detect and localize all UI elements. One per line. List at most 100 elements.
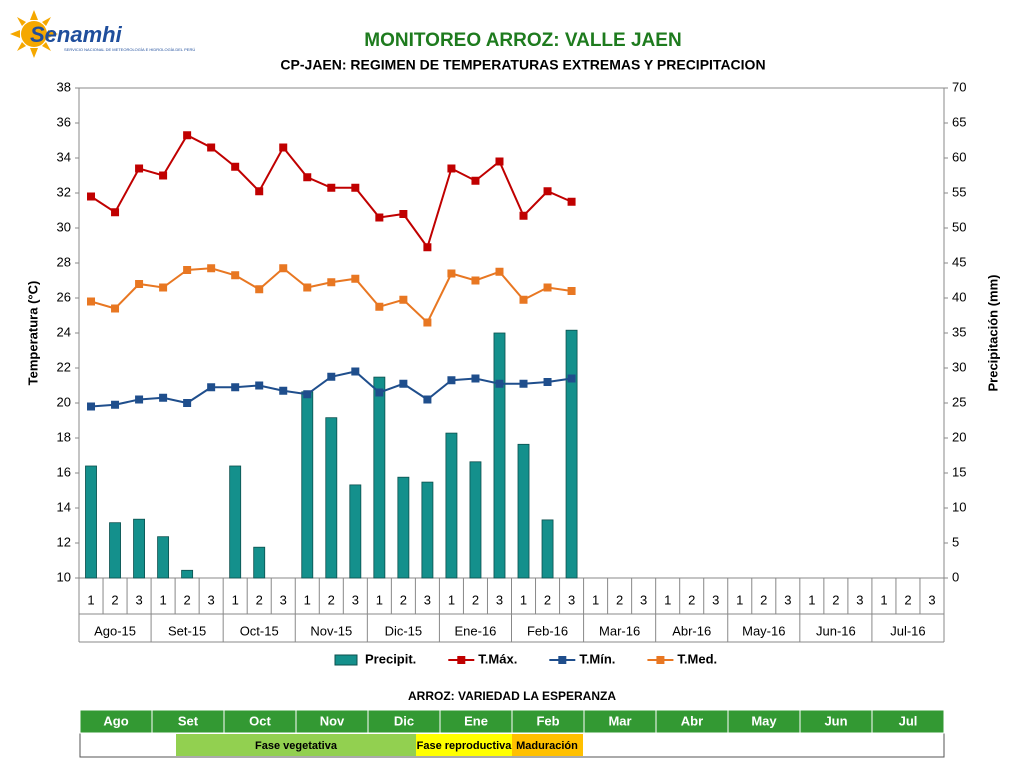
marker bbox=[111, 208, 120, 217]
phase-cell bbox=[512, 734, 583, 756]
x-group-label: Set-15 bbox=[168, 623, 206, 638]
x-tick-label: 2 bbox=[400, 592, 407, 607]
y2-tick-label: 10 bbox=[952, 499, 966, 514]
marker bbox=[135, 280, 144, 288]
y-tick-label: 28 bbox=[57, 254, 71, 269]
bar bbox=[349, 484, 362, 579]
marker bbox=[375, 388, 384, 397]
legend-swatch bbox=[457, 656, 466, 664]
marker bbox=[495, 267, 504, 276]
legend-label: T.Máx. bbox=[478, 651, 517, 666]
legend-swatch bbox=[558, 656, 567, 664]
marker bbox=[303, 283, 312, 292]
y-tick-label: 38 bbox=[57, 79, 71, 94]
y-tick-label: 30 bbox=[57, 219, 71, 234]
marker bbox=[399, 295, 408, 304]
marker bbox=[519, 295, 528, 304]
marker bbox=[543, 283, 552, 292]
y-tick-label: 36 bbox=[57, 114, 71, 129]
x-tick-label: 1 bbox=[808, 592, 815, 607]
y2-axis-title: Precipitación (mm) bbox=[985, 274, 1000, 391]
x-tick-label: 3 bbox=[712, 592, 719, 607]
y2-tick-label: 15 bbox=[952, 464, 966, 479]
marker bbox=[375, 302, 384, 311]
marker bbox=[471, 176, 480, 185]
marker bbox=[135, 395, 144, 404]
y2-tick-label: 5 bbox=[952, 534, 959, 549]
marker bbox=[159, 393, 168, 402]
bar bbox=[493, 332, 506, 579]
x-tick-label: 2 bbox=[111, 592, 118, 607]
y-tick-label: 14 bbox=[57, 499, 71, 514]
marker bbox=[423, 243, 432, 252]
x-tick-label: 1 bbox=[880, 592, 887, 607]
marker bbox=[279, 386, 288, 395]
marker bbox=[471, 276, 480, 285]
x-tick-label: 2 bbox=[616, 592, 623, 607]
x-tick-label: 3 bbox=[496, 592, 503, 607]
marker bbox=[207, 143, 216, 152]
x-tick-label: 3 bbox=[640, 592, 647, 607]
marker bbox=[303, 173, 312, 182]
marker bbox=[87, 192, 96, 201]
marker bbox=[327, 372, 336, 381]
bar bbox=[469, 461, 482, 579]
x-tick-label: 1 bbox=[376, 592, 383, 607]
marker bbox=[183, 266, 192, 274]
x-tick-label: 2 bbox=[472, 592, 479, 607]
y2-tick-label: 50 bbox=[952, 219, 966, 234]
x-tick-label: 2 bbox=[256, 592, 263, 607]
phase-label: Fase vegetativa bbox=[255, 740, 338, 752]
phase-table-title: ARROZ: VARIEDAD LA ESPERANZA bbox=[408, 689, 616, 703]
x-group-label: Mar-16 bbox=[599, 623, 640, 638]
x-tick-label: 3 bbox=[424, 592, 431, 607]
x-tick-label: 3 bbox=[784, 592, 791, 607]
phase-cell bbox=[176, 734, 416, 756]
bar bbox=[109, 522, 121, 579]
marker bbox=[495, 157, 504, 166]
x-tick-label: 1 bbox=[87, 592, 94, 607]
marker bbox=[447, 269, 456, 278]
marker bbox=[519, 211, 528, 220]
x-tick-label: 2 bbox=[904, 592, 911, 607]
month-label: Dic bbox=[394, 713, 414, 728]
bar bbox=[253, 546, 266, 579]
marker bbox=[543, 187, 552, 196]
x-tick-label: 1 bbox=[664, 592, 671, 607]
x-tick-label: 2 bbox=[184, 592, 191, 607]
legend-swatch bbox=[656, 656, 665, 664]
x-group-label: Ago-15 bbox=[94, 623, 136, 638]
x-tick-label: 3 bbox=[135, 592, 142, 607]
x-group-label: Jun-16 bbox=[816, 623, 856, 638]
marker bbox=[399, 210, 408, 218]
marker bbox=[447, 376, 456, 385]
marker bbox=[231, 162, 240, 171]
month-label: Set bbox=[178, 713, 199, 728]
y-tick-label: 16 bbox=[57, 464, 71, 479]
legend-label: T.Mín. bbox=[579, 651, 615, 666]
marker bbox=[567, 197, 576, 206]
y2-tick-label: 65 bbox=[952, 114, 966, 129]
bar bbox=[229, 465, 242, 579]
bar bbox=[181, 569, 194, 579]
marker bbox=[255, 285, 264, 294]
y-tick-label: 20 bbox=[57, 394, 71, 409]
month-label: Mar bbox=[608, 713, 631, 728]
marker bbox=[255, 187, 264, 196]
x-tick-label: 1 bbox=[736, 592, 743, 607]
month-label: May bbox=[751, 713, 777, 728]
y2-tick-label: 55 bbox=[952, 184, 966, 199]
logo: Senamhi SERVICIO NACIONAL DE METEOROLOGÍ… bbox=[10, 10, 195, 58]
x-tick-label: 2 bbox=[688, 592, 695, 607]
bar bbox=[421, 481, 434, 579]
marker bbox=[111, 304, 120, 313]
x-tick-label: 2 bbox=[328, 592, 335, 607]
marker bbox=[159, 171, 168, 180]
x-tick-label: 3 bbox=[928, 592, 935, 607]
marker bbox=[351, 183, 360, 192]
marker bbox=[279, 264, 288, 273]
y2-tick-label: 25 bbox=[952, 394, 966, 409]
marker bbox=[135, 164, 144, 173]
y-axis-title: Temperatura (°C) bbox=[25, 281, 40, 386]
